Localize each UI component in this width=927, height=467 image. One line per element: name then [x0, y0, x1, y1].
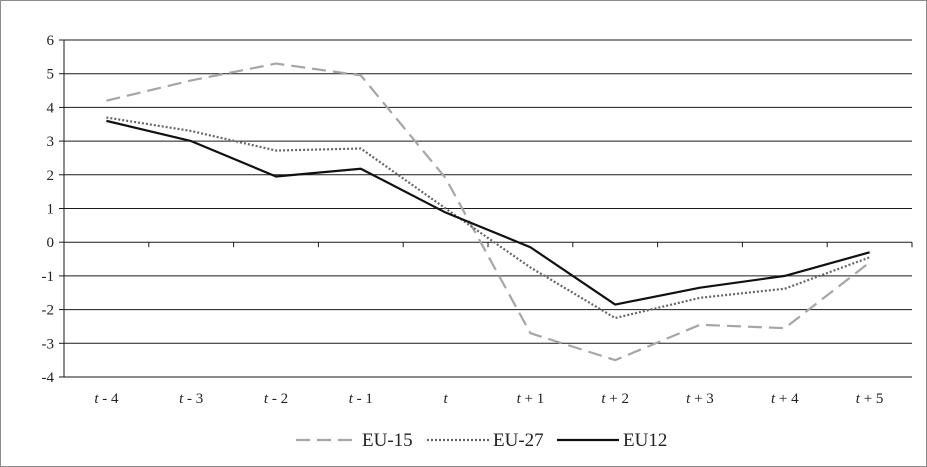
x-tick-label: t + 1 — [517, 391, 545, 407]
series-line-eu-15 — [106, 62, 871, 362]
y-tick-label: 0 — [47, 235, 55, 251]
legend-label: EU-27 — [493, 430, 544, 451]
x-tick-label: t — [444, 391, 449, 407]
gridlines — [64, 39, 912, 378]
series-line-eu12 — [106, 119, 870, 306]
x-tick-label: t + 2 — [601, 391, 629, 407]
x-tick-label: t + 3 — [686, 391, 714, 407]
y-tick-label: 4 — [47, 100, 55, 116]
x-tick-label: t - 4 — [94, 391, 119, 407]
y-tick-label: 3 — [47, 134, 55, 150]
series-lines — [106, 62, 871, 362]
series-line-eu-27 — [106, 116, 870, 320]
y-tick-label: 2 — [47, 168, 55, 184]
y-tick-label: 6 — [47, 33, 55, 49]
y-axis: 6 5 4 3 2 1 0 -1 -2 -3 -4 — [42, 33, 65, 386]
x-tick-label: t + 5 — [856, 391, 884, 407]
y-tick-label: 1 — [47, 202, 55, 218]
y-tick-label: -2 — [42, 303, 55, 319]
x-tick-label: t - 3 — [179, 391, 203, 407]
x-axis: t - 4 t - 3 t - 2 t - 1 t t + 1 t + 2 t + 3 t + … — [63, 242, 913, 407]
y-tick-label: -3 — [42, 336, 55, 352]
x-tick-label: t + 4 — [771, 391, 799, 407]
y-tick-label: -4 — [42, 370, 55, 386]
x-tick-label: t - 1 — [349, 391, 373, 407]
legend: EU-15 EU-27 EU12 — [296, 430, 667, 451]
legend-label: EU-15 — [362, 430, 413, 451]
legend-label: EU12 — [623, 430, 667, 451]
y-tick-label: 5 — [47, 67, 55, 83]
y-tick-label: -1 — [42, 269, 55, 285]
x-tick-label: t - 2 — [264, 391, 288, 407]
